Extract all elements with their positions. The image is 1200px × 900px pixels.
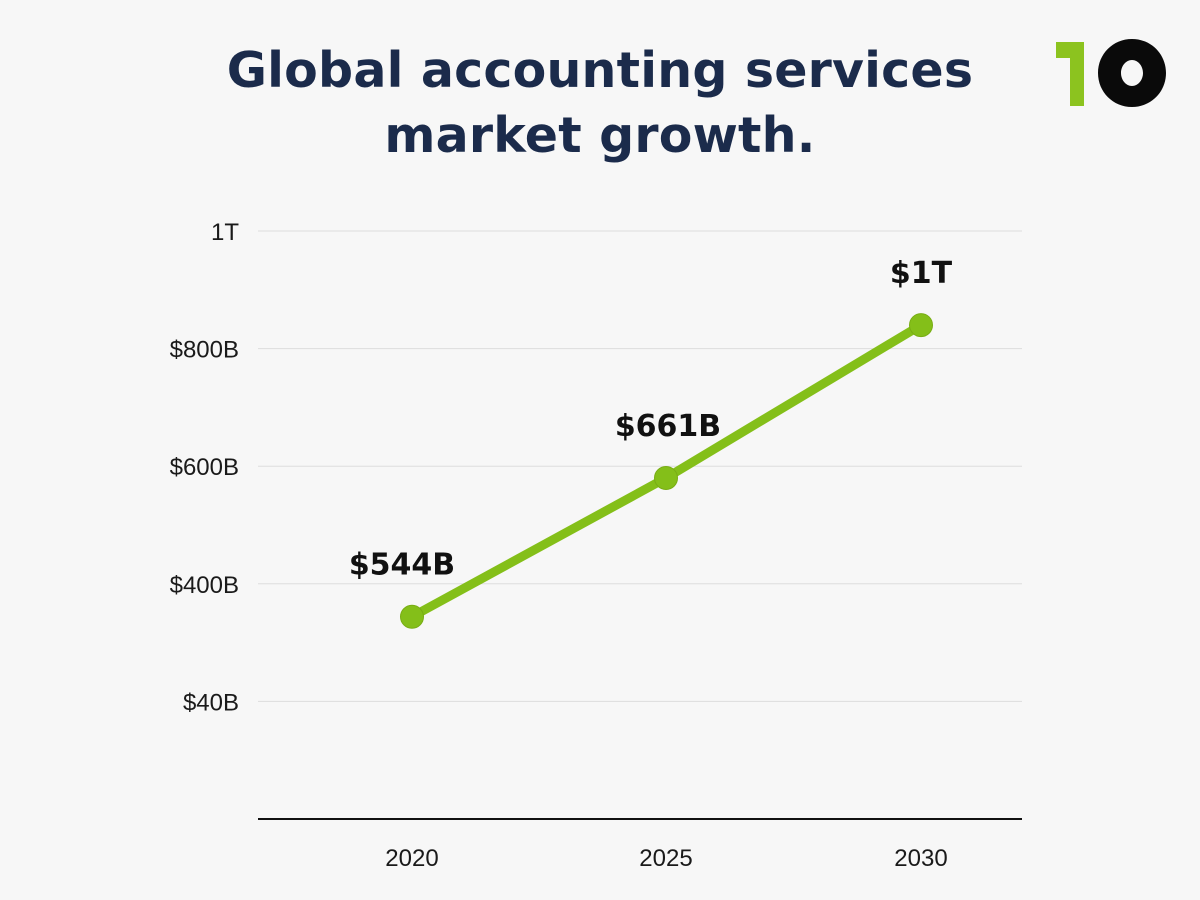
data-point [654,465,678,490]
y-tick-label: $600B [170,454,239,481]
data-label: $544B [349,548,455,583]
y-tick-label: $800B [170,337,239,364]
y-tick-label: $400B [170,572,239,599]
x-tick-label: 2025 [639,845,692,872]
logo-one-mark [1056,42,1084,106]
data-label: $661B [615,409,721,444]
chart-title: Global accounting services market growth… [226,42,974,164]
logo-zero-mark [1098,39,1166,107]
x-tick-label: 2020 [385,845,438,872]
x-tick-label: 2030 [894,845,947,872]
y-tick-label: $40B [183,689,239,716]
data-point [909,313,933,338]
data-label: $1T [890,256,953,291]
data-point [400,604,424,629]
y-tick-label: 1T [211,219,239,246]
brand-logo [1056,39,1166,107]
